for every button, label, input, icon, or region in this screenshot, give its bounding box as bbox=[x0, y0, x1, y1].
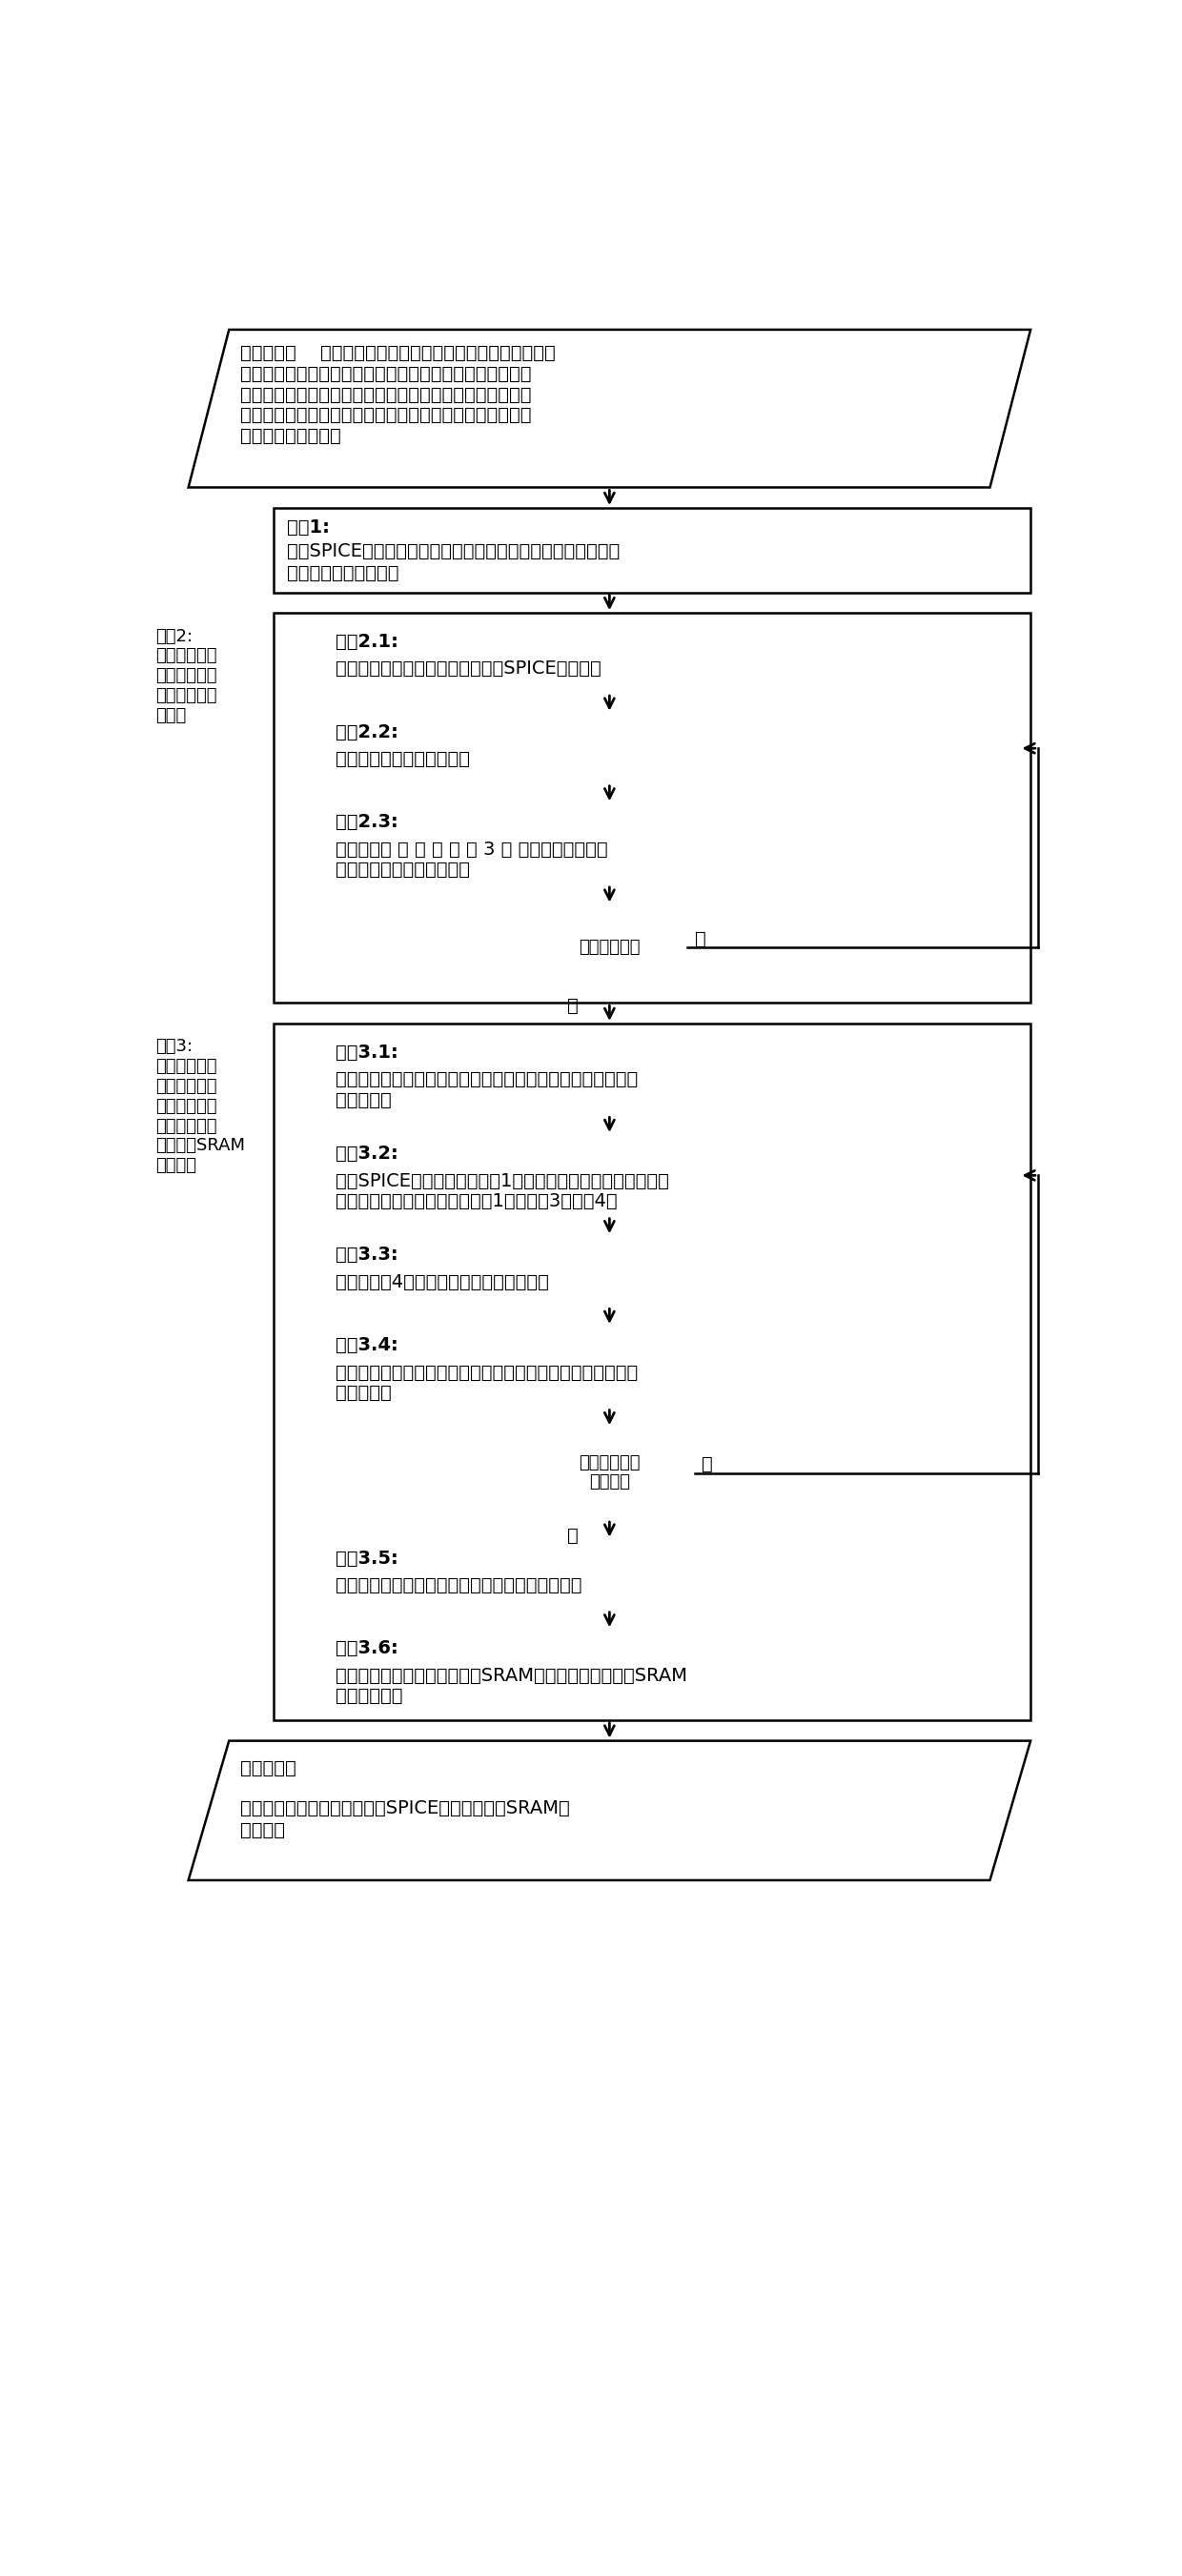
Text: 数、参数取值范围、电路网表、网格划分精度门限、网格划: 数、参数取值范围、电路网表、网格划分精度门限、网格划 bbox=[240, 366, 531, 384]
Text: 输入参数：: 输入参数： bbox=[240, 345, 297, 363]
Text: 步骤3.3:: 步骤3.3: bbox=[336, 1247, 398, 1265]
Text: 参数空间失效边界半径、调用SPICE的仿真次数、SRAM失: 参数空间失效边界半径、调用SPICE的仿真次数、SRAM失 bbox=[240, 1801, 570, 1819]
Text: 行采样仿真: 行采样仿真 bbox=[336, 1383, 391, 1401]
Bar bbox=[273, 613, 1031, 1002]
Bar bbox=[325, 804, 1019, 884]
Bar bbox=[273, 1023, 1031, 1721]
Text: 根据公式（4）计算滑动窗口失效边界半径: 根据公式（4）计算滑动窗口失效边界半径 bbox=[336, 1273, 548, 1291]
Text: 根据SPICE仿真结果，依据表1调整滑动窗口的失效边界半径，: 根据SPICE仿真结果，依据表1调整滑动窗口的失效边界半径， bbox=[336, 1172, 669, 1190]
Text: 步骤2:
自适应网格法
求解每个网格
的失效边界半
径范围: 步骤2: 自适应网格法 求解每个网格 的失效边界半 径范围 bbox=[155, 629, 216, 724]
Polygon shape bbox=[532, 904, 687, 989]
Bar bbox=[325, 1327, 1019, 1406]
Text: 步骤3.1:: 步骤3.1: bbox=[336, 1043, 398, 1061]
Text: 将自适应划分的网格细分成单元，并在单元上按照滑动窗口进: 将自适应划分的网格细分成单元，并在单元上按照滑动窗口进 bbox=[336, 1072, 638, 1090]
Text: 通过SPICE仿真利用二分法确定椭球变换系数，并将笛卡尔参数: 通过SPICE仿真利用二分法确定椭球变换系数，并将笛卡尔参数 bbox=[287, 541, 619, 559]
Text: 是: 是 bbox=[567, 1528, 578, 1546]
Text: 行采样仿真: 行采样仿真 bbox=[336, 1092, 391, 1110]
Text: 数、初始网格划分数: 数、初始网格划分数 bbox=[240, 428, 340, 446]
Text: 分半径范围、划分均匀性参数、滑动窗口半径范围、网格细: 分半径范围、划分均匀性参数、滑动窗口半径范围、网格细 bbox=[240, 386, 531, 404]
Text: 步骤2.1:: 步骤2.1: bbox=[336, 634, 398, 652]
Text: 是否需要细分: 是否需要细分 bbox=[579, 940, 641, 956]
Polygon shape bbox=[188, 1741, 1031, 1880]
Text: 空间转换成椭球坐标系: 空间转换成椭球坐标系 bbox=[287, 564, 398, 582]
Polygon shape bbox=[525, 1427, 695, 1520]
Text: 根据滑动窗口失效边界半径计算单元失效边界半径: 根据滑动窗口失效边界半径计算单元失效边界半径 bbox=[336, 1577, 582, 1595]
Polygon shape bbox=[188, 330, 1031, 487]
Text: 分数、滑动窗口尺寸、自适应网格采样数、滑动窗口内采样: 分数、滑动窗口尺寸、自适应网格采样数、滑动窗口内采样 bbox=[240, 407, 531, 425]
Text: 根据单元的失效边界半径计算SRAM存储单元失效概率和SRAM: 根据单元的失效边界半径计算SRAM存储单元失效概率和SRAM bbox=[336, 1667, 687, 1685]
Text: 效概率。: 效概率。 bbox=[240, 1821, 285, 1839]
Bar bbox=[273, 507, 1031, 592]
Text: 是: 是 bbox=[695, 930, 706, 948]
Text: 并重新次采样仿真，直到满足表1中的情况3或情况4；: 并重新次采样仿真，直到满足表1中的情况3或情况4； bbox=[336, 1193, 617, 1211]
Text: 否: 否 bbox=[702, 1455, 713, 1473]
Text: 步骤3:
将网格细分为
单元，采用滑
动窗口法求解
单元的失效边
界半径及SRAM
失效概率: 步骤3: 将网格细分为 单元，采用滑 动窗口法求解 单元的失效边 界半径及SRA… bbox=[155, 1038, 245, 1175]
Bar bbox=[325, 1631, 1019, 1708]
Bar bbox=[325, 1033, 1019, 1115]
Bar bbox=[325, 623, 1019, 693]
Text: 是否参数空间: 是否参数空间 bbox=[579, 1455, 641, 1471]
Text: 滑动窗口依次在每个维度上移动一个单元，在新的滑动窗口进: 滑动窗口依次在每个维度上移动一个单元，在新的滑动窗口进 bbox=[336, 1363, 638, 1381]
Text: 步骤2.2:: 步骤2.2: bbox=[336, 724, 398, 742]
Text: 遍历完成: 遍历完成 bbox=[589, 1473, 630, 1492]
Text: 步骤3.4:: 步骤3.4: bbox=[336, 1337, 398, 1355]
Text: 步骤2.3:: 步骤2.3: bbox=[336, 814, 398, 832]
Text: 将椭球参数空间初始划分，并进行SPICE采样仿真: 将椭球参数空间初始划分，并进行SPICE采样仿真 bbox=[336, 659, 602, 677]
Text: 否: 否 bbox=[567, 997, 578, 1015]
Text: 参数空间、参数空间维度、参数概率分布密度函: 参数空间、参数空间维度、参数概率分布密度函 bbox=[320, 345, 556, 363]
Text: 对所有网格 按 照 公 式 （ 3 ） 进行均匀性检查，: 对所有网格 按 照 公 式 （ 3 ） 进行均匀性检查， bbox=[336, 840, 608, 858]
Text: 步骤3.6:: 步骤3.6: bbox=[336, 1638, 398, 1656]
Text: 迭代仿真计算失效边界半径: 迭代仿真计算失效边界半径 bbox=[336, 750, 469, 768]
Text: 步骤3.5:: 步骤3.5: bbox=[336, 1548, 398, 1566]
Text: 输出结果：: 输出结果： bbox=[240, 1759, 297, 1777]
Text: 的失效概率。: 的失效概率。 bbox=[336, 1687, 403, 1705]
Bar bbox=[325, 714, 1019, 783]
Bar bbox=[325, 1136, 1019, 1216]
Bar bbox=[325, 1540, 1019, 1610]
Text: 步骤1:: 步骤1: bbox=[287, 518, 330, 536]
Text: 以决定是否需要进一步细分: 以决定是否需要进一步细分 bbox=[336, 860, 469, 878]
Text: 步骤3.2:: 步骤3.2: bbox=[336, 1144, 398, 1162]
Bar bbox=[325, 1236, 1019, 1306]
